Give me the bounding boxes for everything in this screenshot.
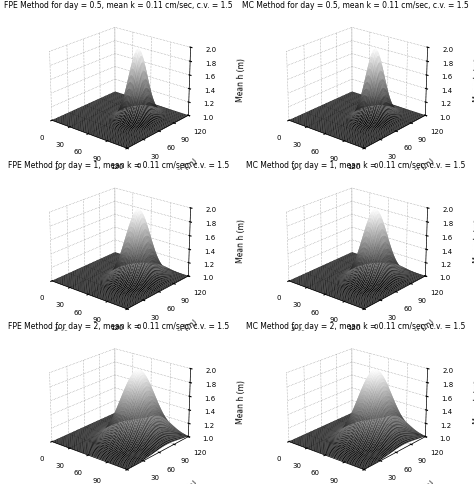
Title: FPE Method for day = 1, mean k = 0.11 cm/sec, c.v. = 1.5: FPE Method for day = 1, mean k = 0.11 cm… xyxy=(8,161,229,170)
Y-axis label: y (m): y (m) xyxy=(414,479,436,484)
X-axis label: x (m): x (m) xyxy=(52,164,74,180)
Y-axis label: y (m): y (m) xyxy=(177,158,199,175)
Title: MC Method for day = 1, mean k = 0.11 cm/sec, c.v. = 1.5: MC Method for day = 1, mean k = 0.11 cm/… xyxy=(246,161,465,170)
X-axis label: x (m): x (m) xyxy=(52,325,74,340)
Y-axis label: y (m): y (m) xyxy=(414,318,436,336)
Y-axis label: y (m): y (m) xyxy=(414,158,436,175)
Y-axis label: y (m): y (m) xyxy=(177,318,199,336)
Title: MC Method for day = 0.5, mean k = 0.11 cm/sec, c.v. = 1.5: MC Method for day = 0.5, mean k = 0.11 c… xyxy=(242,0,469,10)
X-axis label: x (m): x (m) xyxy=(289,325,311,340)
X-axis label: x (m): x (m) xyxy=(289,164,311,180)
Title: FPE Method for day = 2, mean k = 0.11 cm/sec, c.v. = 1.5: FPE Method for day = 2, mean k = 0.11 cm… xyxy=(8,322,229,331)
Y-axis label: y (m): y (m) xyxy=(177,479,199,484)
Title: FPE Method for day = 0.5, mean k = 0.11 cm/sec, c.v. = 1.5: FPE Method for day = 0.5, mean k = 0.11 … xyxy=(4,0,233,10)
Title: MC Method for day = 2, mean k = 0.11 cm/sec, c.v. = 1.5: MC Method for day = 2, mean k = 0.11 cm/… xyxy=(246,322,465,331)
